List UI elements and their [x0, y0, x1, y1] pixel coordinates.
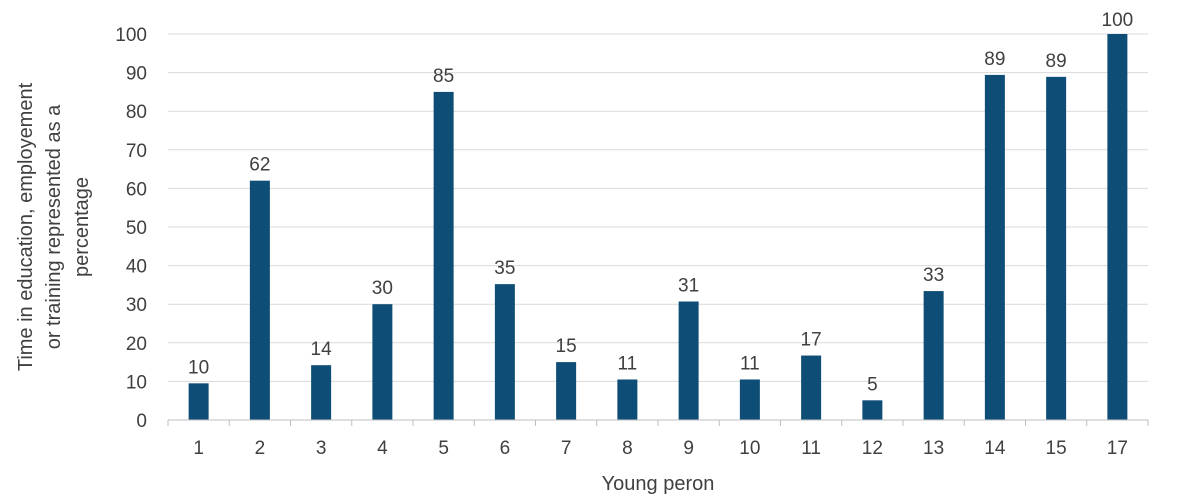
data-labels: 10 62 14 30 85 35 15 11 31 11 17 5 33 89 89 100	[188, 10, 1133, 395]
data-label: 100	[1102, 10, 1134, 31]
x-tick-label: 10	[739, 438, 760, 459]
axes	[167, 419, 1149, 426]
gridlines	[168, 33, 1148, 382]
data-label: 89	[984, 49, 1005, 70]
y-tick-label: 100	[115, 25, 147, 46]
bar	[188, 383, 209, 420]
data-label: 17	[801, 330, 822, 351]
x-tick-label: 4	[377, 438, 388, 459]
bar	[862, 400, 883, 420]
y-tick-label: 30	[126, 295, 147, 316]
y-tick-label: 10	[126, 372, 147, 393]
x-tick-label: 1	[193, 438, 204, 459]
data-label: 30	[372, 278, 393, 299]
y-tick-label: 40	[126, 257, 147, 278]
x-tick-label: 15	[1046, 438, 1067, 459]
x-tick-label: 7	[561, 438, 572, 459]
data-label: 14	[311, 339, 333, 360]
x-tick-label: 8	[622, 438, 633, 459]
x-tick-label: 12	[862, 438, 883, 459]
data-label: 33	[923, 265, 944, 286]
y-tick-label: 80	[126, 102, 147, 123]
data-label: 35	[494, 258, 515, 279]
y-axis-title-line: or training represented as a	[43, 104, 65, 349]
y-tick-label: 70	[126, 141, 147, 162]
data-label: 31	[678, 275, 699, 296]
bar	[739, 379, 760, 420]
bars	[188, 34, 1128, 421]
bar	[984, 74, 1005, 420]
y-axis-title-line: Time in education, employement	[15, 82, 37, 371]
data-label: 62	[249, 155, 270, 176]
bar	[678, 301, 699, 420]
x-tick-label: 3	[316, 438, 327, 459]
x-tick-label: 13	[923, 438, 944, 459]
y-tick-label: 60	[126, 179, 147, 200]
x-tick-label: 2	[255, 438, 266, 459]
y-tick-label: 0	[136, 411, 147, 432]
bar	[801, 355, 822, 420]
data-label: 11	[618, 353, 638, 374]
bar	[556, 362, 577, 420]
x-tick-labels: 1 2 3 4 5 6 7 8 9 10 11 12 13 14 15 17	[193, 438, 1128, 459]
y-tick-label: 50	[126, 218, 147, 239]
x-tick-label: 17	[1107, 438, 1128, 459]
bar	[1046, 76, 1067, 420]
bar	[1107, 34, 1128, 420]
x-tick-label: 11	[801, 438, 821, 459]
x-axis-title: Young peron	[602, 473, 715, 495]
data-label: 10	[188, 357, 209, 378]
bar	[923, 291, 944, 420]
x-tick-label: 5	[438, 438, 449, 459]
x-tick-label: 9	[683, 438, 694, 459]
x-tick-label: 14	[984, 438, 1006, 459]
y-axis-title-line: percentage	[71, 177, 93, 277]
data-label: 89	[1046, 51, 1067, 72]
bar	[494, 284, 515, 420]
x-tick-label: 6	[500, 438, 511, 459]
data-label: 5	[867, 374, 878, 395]
data-label: 15	[556, 336, 577, 357]
bar	[311, 365, 332, 420]
y-tick-label: 90	[126, 64, 147, 85]
bar	[249, 180, 270, 420]
bar	[433, 91, 454, 421]
data-label: 85	[433, 66, 454, 87]
data-label: 11	[740, 353, 760, 374]
bar	[372, 304, 393, 420]
bar	[617, 379, 638, 420]
y-axis-title: Time in education, employement or trainin…	[15, 82, 93, 371]
y-tick-label: 20	[126, 334, 147, 355]
y-tick-labels: 0 10 20 30 40 50 60 70 80 90 100	[115, 25, 147, 432]
